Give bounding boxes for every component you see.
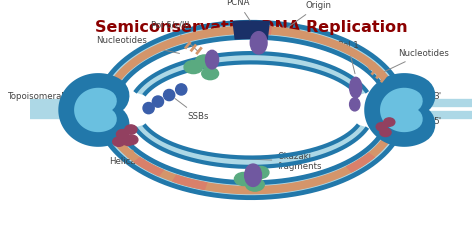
Circle shape (176, 84, 187, 95)
Text: SSBs: SSBs (175, 99, 210, 121)
Ellipse shape (184, 61, 203, 74)
Text: Nucleotides: Nucleotides (96, 36, 180, 53)
Text: Okazaki
fragments: Okazaki fragments (237, 152, 322, 171)
Polygon shape (346, 153, 375, 173)
Ellipse shape (383, 118, 395, 126)
Polygon shape (135, 125, 367, 167)
Ellipse shape (122, 136, 134, 145)
Text: Helicase: Helicase (109, 156, 146, 166)
Ellipse shape (125, 125, 137, 134)
Ellipse shape (376, 123, 387, 131)
Text: Origin: Origin (282, 1, 331, 32)
Ellipse shape (350, 77, 362, 98)
Ellipse shape (380, 128, 391, 137)
Ellipse shape (235, 172, 253, 186)
Ellipse shape (245, 164, 262, 186)
Ellipse shape (350, 98, 360, 111)
Ellipse shape (202, 67, 219, 80)
Text: 5': 5' (61, 93, 69, 101)
Text: 3': 3' (61, 117, 69, 126)
Text: Pol δ/ε/III: Pol δ/ε/III (151, 21, 199, 52)
Text: Semiconservative DNA Replication: Semiconservative DNA Replication (95, 20, 408, 35)
Polygon shape (232, 20, 270, 40)
Polygon shape (133, 157, 164, 177)
Text: 5': 5' (434, 117, 442, 126)
Polygon shape (100, 20, 402, 95)
Polygon shape (106, 128, 396, 194)
Ellipse shape (195, 55, 214, 68)
Text: Pol 1: Pol 1 (338, 41, 358, 74)
Ellipse shape (252, 166, 269, 179)
Circle shape (164, 90, 175, 101)
Polygon shape (100, 125, 402, 199)
Ellipse shape (117, 129, 128, 139)
Polygon shape (172, 174, 208, 190)
Ellipse shape (250, 32, 267, 54)
Ellipse shape (113, 137, 125, 146)
Polygon shape (236, 26, 272, 35)
Text: Nucleotides: Nucleotides (377, 49, 448, 75)
Circle shape (143, 102, 154, 114)
Ellipse shape (246, 178, 264, 191)
Text: PCNA: PCNA (227, 0, 255, 28)
Ellipse shape (126, 135, 138, 145)
Text: 3': 3' (434, 93, 442, 101)
Circle shape (152, 96, 164, 107)
Text: Topoisomerase: Topoisomerase (8, 92, 72, 101)
Polygon shape (106, 26, 396, 92)
Polygon shape (135, 53, 367, 95)
Ellipse shape (206, 50, 219, 69)
